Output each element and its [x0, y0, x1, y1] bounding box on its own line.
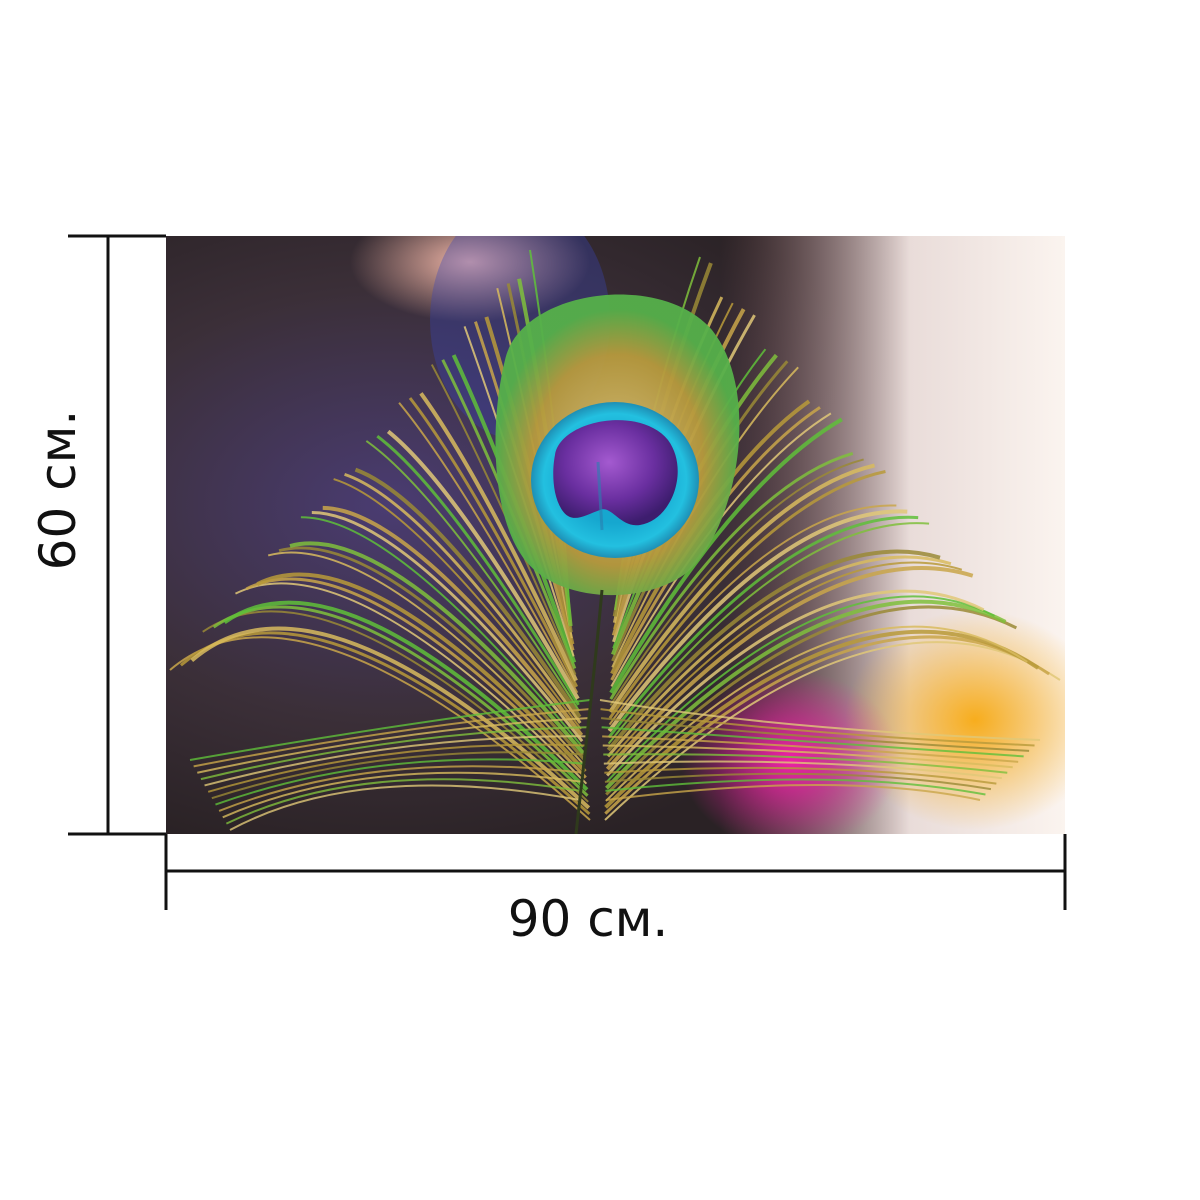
feather-barb — [344, 472, 582, 724]
feather-barb — [607, 522, 930, 745]
height-label: 60 см. — [29, 409, 87, 571]
feather-barb — [222, 771, 582, 819]
feather-barb — [386, 429, 580, 700]
feather-barb — [333, 478, 582, 730]
feather-barb — [606, 561, 963, 764]
feather-barb — [225, 778, 582, 825]
feather-barb — [376, 434, 580, 706]
feather-barb — [430, 364, 577, 675]
feather-barb — [605, 778, 986, 796]
peacock-feather-icon — [495, 294, 740, 596]
width-dimension — [164, 834, 1067, 910]
feather-barb — [604, 629, 1040, 809]
feather-barb — [607, 509, 908, 733]
height-dimension — [68, 234, 166, 836]
feather-barb — [419, 392, 578, 682]
feather-barb — [603, 753, 1008, 774]
feather-barb — [609, 458, 864, 706]
feather-barb — [606, 549, 941, 752]
feather-barb — [603, 760, 1002, 780]
feather-barb — [398, 402, 579, 694]
feather-barb — [256, 572, 587, 773]
feather-barb — [300, 516, 584, 748]
feather-barb — [365, 440, 580, 712]
feather-barb — [289, 541, 585, 755]
feather-barb — [311, 511, 584, 743]
feather-barb — [193, 708, 590, 768]
feather-barbs — [169, 249, 1061, 831]
feather-barb — [602, 744, 1013, 769]
peacock-feather-photo — [166, 236, 1065, 834]
feather-barb — [608, 470, 886, 720]
feather-barb — [267, 551, 586, 767]
feather-barb — [602, 735, 1019, 763]
feather-barb — [605, 784, 981, 801]
feather-barb — [606, 555, 952, 758]
feather-barb — [606, 589, 985, 777]
feather-barb — [605, 625, 1028, 802]
feather-barb — [600, 717, 1030, 752]
feather-barb — [189, 699, 591, 761]
feather-barb — [215, 758, 584, 806]
feather-barb — [211, 751, 585, 800]
feather-barb — [609, 451, 854, 700]
feather-barb — [197, 717, 589, 774]
feather-barb — [608, 463, 876, 713]
feather-barb — [245, 577, 587, 779]
feather-barb — [604, 772, 992, 791]
feather-barb — [600, 708, 1035, 747]
feather-barb — [609, 417, 843, 694]
feather-barb — [599, 699, 1041, 741]
feather-barb — [218, 765, 583, 812]
feather-barb — [604, 766, 997, 785]
width-label: 90 см. — [507, 890, 669, 948]
feather-barb — [354, 467, 582, 719]
feather-barb — [607, 515, 919, 739]
feather-barb — [200, 726, 588, 781]
feather-barb — [605, 599, 1007, 790]
feather-barb — [229, 784, 581, 831]
feather-barb — [223, 600, 589, 792]
feather-barb — [610, 412, 832, 687]
feather-barb — [207, 743, 586, 793]
feather-barb — [601, 726, 1024, 758]
feather-barb — [408, 397, 579, 688]
feather-barb — [606, 595, 995, 783]
feather-barb — [204, 735, 587, 787]
feather-barb — [278, 546, 586, 761]
feather-barb — [608, 504, 897, 726]
feather-barb — [322, 505, 584, 737]
